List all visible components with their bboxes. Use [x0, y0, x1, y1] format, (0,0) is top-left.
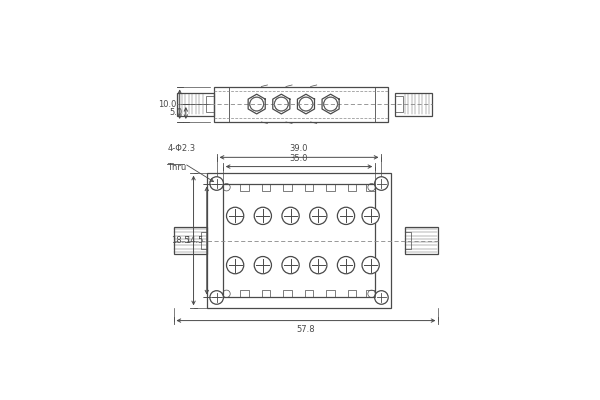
Circle shape	[254, 207, 271, 224]
Circle shape	[254, 256, 271, 274]
Bar	[367, 290, 375, 296]
Circle shape	[282, 207, 299, 224]
Circle shape	[299, 97, 313, 111]
Bar	[176, 92, 214, 116]
Bar	[395, 92, 432, 116]
Bar	[201, 232, 208, 249]
Circle shape	[324, 97, 337, 111]
Circle shape	[337, 207, 355, 224]
Bar	[283, 184, 292, 191]
Circle shape	[299, 97, 313, 111]
Circle shape	[226, 207, 244, 224]
Text: 4-Φ2.3: 4-Φ2.3	[167, 144, 196, 153]
Bar	[223, 184, 375, 298]
Bar	[208, 173, 391, 308]
Text: 57.8: 57.8	[296, 325, 315, 334]
Bar	[206, 96, 214, 112]
Circle shape	[210, 291, 223, 304]
Circle shape	[374, 177, 388, 190]
Circle shape	[362, 256, 379, 274]
Circle shape	[226, 256, 244, 274]
Circle shape	[275, 97, 288, 111]
Circle shape	[362, 207, 379, 224]
Circle shape	[274, 97, 289, 111]
Text: 39.0: 39.0	[290, 144, 308, 153]
Circle shape	[323, 97, 338, 111]
Bar	[305, 290, 313, 296]
Bar	[348, 290, 356, 296]
Text: Thru: Thru	[167, 164, 187, 172]
Bar	[367, 184, 375, 191]
Bar	[348, 184, 356, 191]
Bar	[240, 184, 248, 191]
Text: 35.0: 35.0	[290, 154, 308, 162]
Circle shape	[337, 256, 355, 274]
Bar	[173, 228, 208, 254]
Bar	[326, 184, 335, 191]
Bar	[404, 228, 439, 254]
Bar	[262, 290, 270, 296]
Text: 18.5: 18.5	[172, 236, 190, 245]
Bar	[395, 96, 403, 112]
Text: 10.0: 10.0	[158, 100, 176, 109]
Circle shape	[282, 256, 299, 274]
Text: 14.5: 14.5	[185, 236, 203, 245]
Circle shape	[250, 97, 263, 111]
Bar	[404, 232, 410, 249]
Bar	[240, 290, 248, 296]
Circle shape	[250, 97, 264, 111]
Circle shape	[374, 291, 388, 304]
Bar	[214, 86, 388, 122]
Bar	[326, 290, 335, 296]
Circle shape	[310, 256, 327, 274]
Bar	[262, 184, 270, 191]
Bar	[283, 290, 292, 296]
Text: 5.0: 5.0	[169, 108, 182, 118]
Bar	[305, 184, 313, 191]
Circle shape	[310, 207, 327, 224]
Circle shape	[210, 177, 223, 190]
